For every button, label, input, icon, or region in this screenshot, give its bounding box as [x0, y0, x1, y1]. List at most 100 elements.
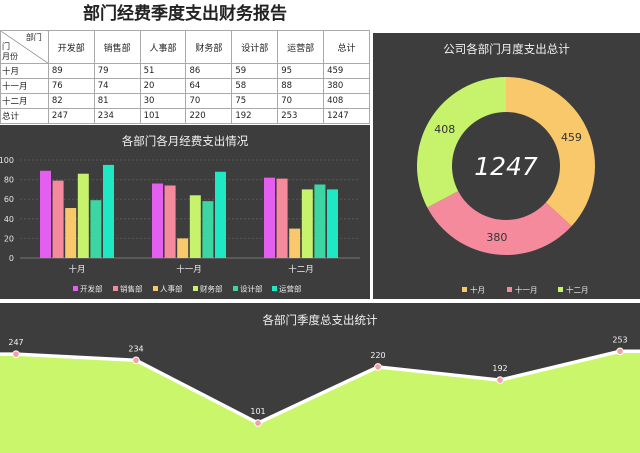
donut-chart: 459 380 408 1247 十月 十一月 十二月 — [417, 77, 595, 295]
donut-value-label: 408 — [434, 123, 455, 136]
donut-chart-title: 公司各部门月度支出总计 — [443, 42, 570, 56]
donut-legend-swatch — [462, 287, 467, 292]
bar-mark — [40, 170, 51, 258]
bar-legend-swatch — [153, 286, 158, 291]
bar-mark — [52, 180, 64, 258]
row-label: 十月 — [0, 63, 49, 79]
area-value-label: 247 — [8, 338, 23, 347]
bar-mark — [189, 195, 201, 258]
bar-ytick-label: 40 — [4, 215, 14, 224]
row-label: 十一月 — [0, 78, 49, 94]
table-row: 十二月 82 81 30 70 75 70 408 — [0, 93, 370, 109]
area-point — [496, 376, 504, 384]
table-cell: 76 — [47, 78, 95, 94]
bar-legend-label: 财务部 — [200, 284, 223, 294]
bar-ytick-label: 20 — [4, 234, 14, 243]
donut-legend-label: 十月 — [470, 285, 485, 295]
donut-legend-label: 十一月 — [515, 285, 538, 295]
table-header-cell: 销售部 — [93, 30, 141, 64]
bar-legend-swatch — [193, 286, 198, 291]
bar-ytick-label: 60 — [4, 195, 14, 204]
table-header-cell: 开发部 — [47, 30, 95, 64]
bar-mark — [152, 183, 163, 258]
table-cell: 247 — [47, 108, 95, 124]
area-point — [374, 363, 382, 371]
area-fill — [0, 351, 640, 453]
bar-mark — [314, 184, 326, 258]
bar-ytick-label: 0 — [9, 254, 14, 263]
table-cell: 82 — [47, 93, 95, 109]
monthly-bar-panel: 各部门各月经费支出情况 0 20 40 60 80 100 十月 十一月 十二月 开发部 销售部 人事… — [0, 125, 370, 299]
area-point — [616, 347, 624, 356]
donut-legend-swatch — [558, 287, 563, 292]
bar-mark — [215, 171, 226, 258]
table-cell: 95 — [277, 63, 325, 79]
table-header-cell: 人事部 — [139, 30, 187, 64]
donut-value-label: 380 — [486, 231, 507, 244]
row-label: 总计 — [0, 108, 49, 124]
table-cell: 58 — [231, 78, 279, 94]
bar-xtick-label: 十月 — [68, 264, 85, 275]
area-value-label: 253 — [612, 335, 627, 344]
bar-legend-label: 运营部 — [279, 284, 302, 294]
bar-chart-title: 各部门各月经费支出情况 — [121, 134, 249, 148]
bar-legend-label: 人事部 — [160, 284, 183, 294]
donut-slice — [427, 191, 572, 256]
donut-legend-swatch — [507, 287, 512, 292]
table-cell: 70 — [185, 93, 233, 109]
bar-ytick-label: 80 — [4, 176, 14, 185]
bar-mark — [164, 185, 176, 258]
table-header-cell: 财务部 — [185, 30, 233, 64]
table-cell: 64 — [185, 78, 233, 94]
bar-mark — [103, 164, 114, 258]
table-corner-cell: 部门 门 月份 — [0, 30, 49, 64]
bar-mark — [177, 238, 189, 258]
donut-value-label: 459 — [561, 131, 582, 144]
bar-mark — [90, 200, 102, 258]
table-cell: 75 — [231, 93, 279, 109]
bar-mark — [301, 189, 313, 258]
area-line — [0, 349, 640, 426]
table-cell: 79 — [93, 63, 141, 79]
table-cell: 101 — [139, 108, 187, 124]
table-cell: 380 — [323, 78, 370, 94]
table-header-row: 部门 门 月份 开发部 销售部 人事部 财务部 设计部 运营部 总计 — [0, 30, 370, 64]
bar-mark — [77, 173, 89, 258]
bar-legend-swatch — [73, 286, 78, 291]
corner-month-label: 月份 — [2, 52, 18, 61]
donut-slice — [417, 77, 506, 208]
table-header-cell: 总计 — [323, 30, 370, 64]
donut-slice — [506, 77, 595, 227]
corner-mid-label: 门 — [2, 42, 10, 51]
table-cell: 89 — [47, 63, 95, 79]
bar-legend-label: 销售部 — [120, 284, 143, 294]
table-cell: 20 — [139, 78, 187, 94]
area-panel: 各部门季度总支出统计 247 234 101 220 192 253 — [0, 303, 640, 453]
bar-mark — [202, 201, 214, 258]
table-cell: 59 — [231, 63, 279, 79]
table-cell: 192 — [231, 108, 279, 124]
report-title: 部门经费季度支出财务报告 — [0, 0, 370, 30]
table-header-cell: 设计部 — [231, 30, 279, 64]
table-cell: 51 — [139, 63, 187, 79]
bar-mark — [65, 208, 77, 258]
divider-vertical — [370, 33, 373, 299]
bar-legend-swatch — [233, 286, 238, 291]
bar-legend-label: 设计部 — [240, 284, 263, 294]
divider-horizontal — [0, 299, 640, 303]
donut-panel: 公司各部门月度支出总计 459 380 408 1247 十月 十一月 十二月 — [373, 33, 640, 299]
area-value-label: 101 — [250, 407, 265, 416]
table-cell: 408 — [323, 93, 370, 109]
bar-ytick-label: 100 — [0, 156, 14, 165]
bar-mark — [264, 177, 275, 258]
table-cell: 86 — [185, 63, 233, 79]
table-row: 十月 89 79 51 86 59 95 459 — [0, 63, 370, 79]
table-row: 总计 247 234 101 220 192 253 1247 — [0, 108, 370, 124]
bar-mark — [327, 189, 338, 258]
table-cell: 1247 — [323, 108, 370, 124]
area-chart-title: 各部门季度总支出统计 — [262, 313, 378, 327]
area-value-label: 192 — [492, 364, 507, 373]
row-label: 十二月 — [0, 93, 49, 109]
table-cell: 88 — [277, 78, 325, 94]
